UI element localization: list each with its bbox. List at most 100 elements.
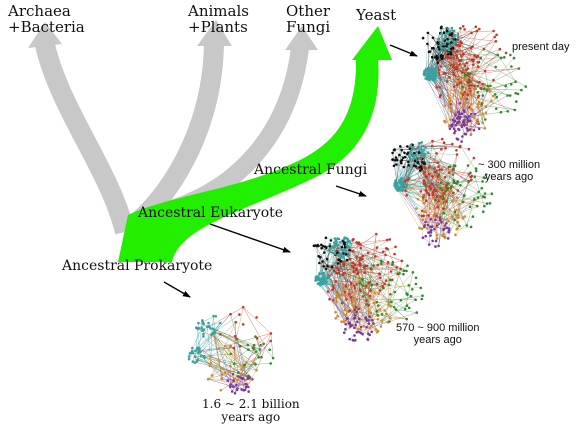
network-edge [448,54,467,90]
network-node [344,313,348,317]
network-node [219,332,222,336]
network-node [435,233,439,237]
network-node [451,29,455,33]
network-node [468,119,472,122]
network-node [399,180,402,184]
network-node [477,190,481,194]
network-node [421,153,424,156]
network-node [376,314,380,317]
network-node [435,169,438,173]
network-edge [343,281,371,290]
network-node [464,76,467,80]
network-node [447,165,451,169]
network-node [417,141,421,145]
network-node [427,50,431,54]
network-node [335,241,338,244]
network-node [452,73,456,77]
network-node [481,94,485,97]
network-node [370,319,374,322]
network-edge [362,278,407,320]
network-node [350,286,353,289]
network-node [486,84,490,88]
network-node [407,284,411,287]
network-node [436,56,440,59]
network-node [352,284,356,288]
yeast-lineage [118,26,392,262]
network-node [254,335,257,338]
network-node [247,376,251,380]
network-node [481,180,484,183]
network-node [423,154,427,158]
network-node [268,348,272,352]
network-node [484,111,488,114]
network-node [429,187,433,191]
network-node [403,151,406,155]
network-node [423,69,426,73]
network-edge [386,279,393,315]
network-node [431,175,434,178]
network-node [331,288,334,292]
network-node [440,57,444,61]
network-node [400,148,404,152]
network-node [452,63,456,67]
network-node [230,390,234,393]
network-edge [225,333,271,347]
network-node [470,31,473,35]
network-node [447,48,451,52]
network-node [456,38,460,41]
network-node [443,188,447,191]
network-edge [422,237,436,247]
network-node [446,94,450,97]
network-edge [212,333,223,375]
network-node [446,40,450,44]
network-node [401,181,405,184]
network-node [354,323,358,327]
network-node [469,46,473,50]
network-node [211,327,215,331]
network-edge [403,152,423,168]
network-node [513,108,517,112]
network-edge [456,226,472,230]
network-node [431,194,435,197]
network-edge [441,196,484,219]
network-node [427,74,431,78]
network-node [483,192,487,195]
network-node [426,72,430,75]
network-node [402,269,406,273]
network-node [343,245,347,249]
network-node [457,116,460,119]
network-node [404,179,407,183]
network-node [411,271,415,274]
network-node [512,56,516,60]
network-node [448,171,451,174]
network-node [451,215,454,218]
network-node [247,390,250,393]
network-node [351,261,355,265]
network-node [458,224,461,228]
present-day-label: present day [512,41,570,53]
prokaryote-arrow [163,281,191,298]
network-node [490,99,493,102]
network-node [424,234,428,238]
network-node [232,346,236,350]
network-node [492,29,495,33]
network-edge [432,140,469,150]
network-node [427,67,430,71]
network-node [382,286,385,290]
network-node [485,89,489,92]
network-edge [484,70,489,87]
network-node [336,237,339,240]
network-node [447,27,450,31]
network-node [366,251,370,255]
network-node [461,85,464,89]
network-node [393,290,397,294]
network-edge [207,326,211,357]
network-edge [476,56,526,87]
network-node [361,332,364,336]
network-node [480,102,484,105]
network-node [346,317,350,320]
network-edge [243,363,271,366]
network-node [439,43,443,47]
network-edge [327,265,384,289]
network-node [456,220,459,224]
